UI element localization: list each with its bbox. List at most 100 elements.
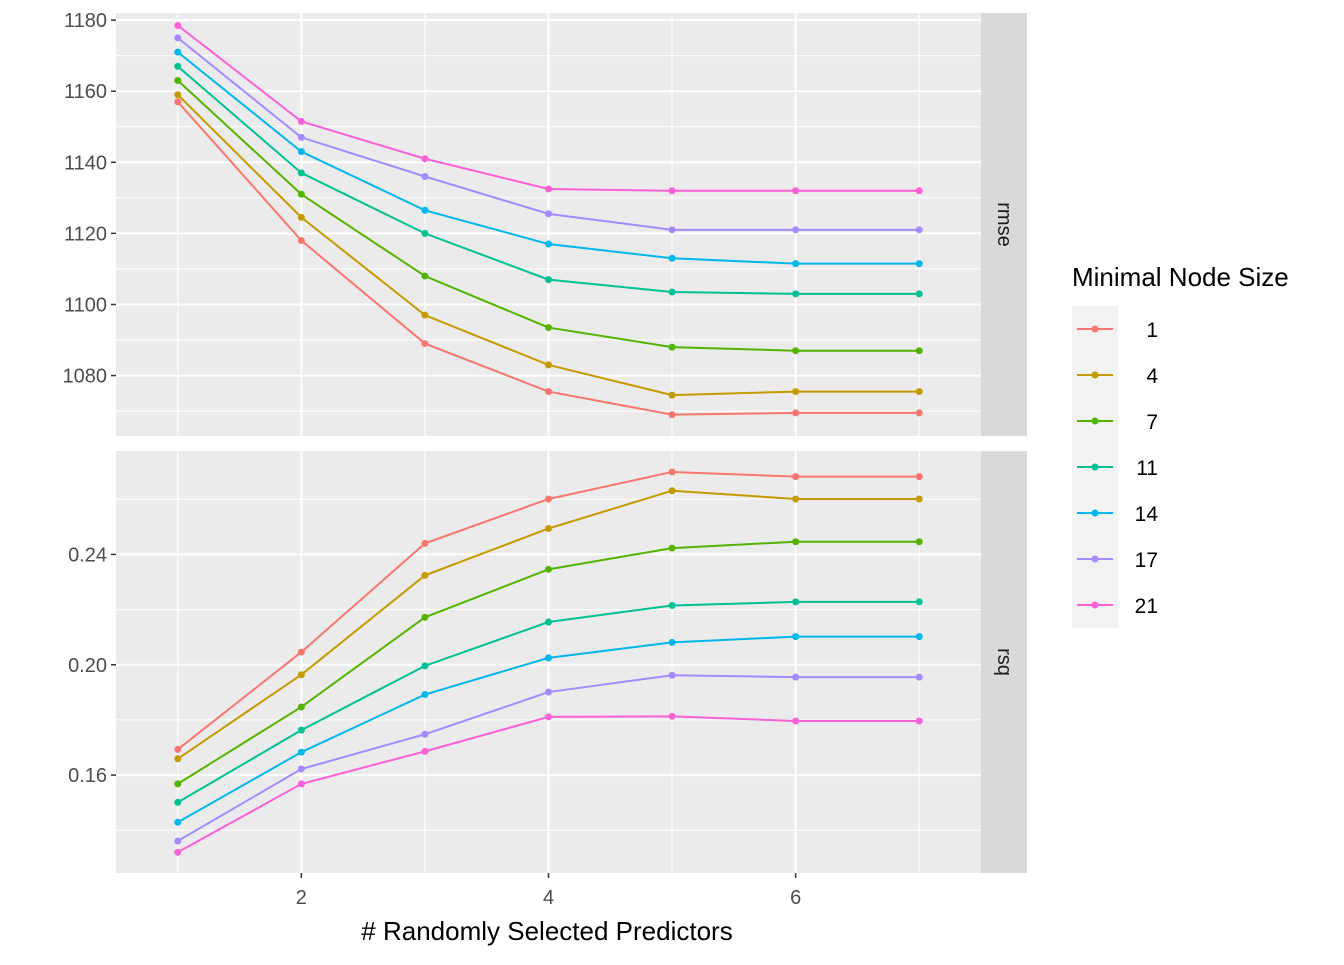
data-point-rmse-7: [297, 190, 305, 198]
data-point-rmse-14: [545, 240, 552, 248]
data-point-rmse-17: [421, 173, 429, 181]
data-point-rmse-14: [792, 260, 800, 268]
y-tick-label: 1120: [64, 223, 107, 245]
data-point-rmse-1: [421, 340, 429, 348]
legend-label-21: 21: [1135, 595, 1158, 618]
y-tick-label: 0.24: [68, 544, 107, 566]
y-tick-label: 0.16: [68, 765, 107, 787]
data-point-rsq-21: [297, 780, 305, 788]
legend-label-11: 11: [1136, 457, 1158, 480]
legend-title: Minimal Node Size: [1072, 262, 1289, 292]
data-point-rsq-7: [915, 538, 923, 546]
data-point-rsq-17: [792, 673, 800, 681]
data-point-rsq-14: [915, 633, 923, 641]
panel-rmse: 1080 1100 1120 1140 1160 1180 rmse: [63, 10, 1027, 436]
data-point-rmse-21: [421, 155, 429, 163]
data-point-rsq-11: [915, 598, 923, 606]
data-point-rsq-14: [421, 691, 429, 699]
data-point-rmse-7: [174, 77, 182, 85]
data-point-rmse-17: [668, 226, 676, 234]
data-point-rsq-1: [297, 648, 305, 656]
data-point-rsq-4: [297, 671, 305, 679]
data-point-rsq-17: [297, 765, 305, 773]
data-point-rsq-1: [421, 539, 429, 547]
y-tick-label: 1100: [64, 294, 107, 316]
y-tick-label: 0.20: [68, 655, 107, 677]
legend-label-4: 4: [1146, 365, 1158, 388]
data-point-rsq-11: [174, 798, 182, 806]
data-point-rmse-4: [915, 388, 923, 396]
strip-label-rsq: rsq: [993, 648, 1015, 676]
data-point-rmse-1: [792, 409, 800, 417]
data-point-rmse-11: [174, 62, 182, 70]
data-point-rsq-21: [421, 747, 429, 755]
data-point-rsq-1: [915, 473, 923, 481]
data-point-rsq-14: [545, 654, 552, 662]
data-point-rsq-7: [792, 538, 800, 546]
data-point-rmse-1: [174, 98, 182, 106]
legend-key-point: [1091, 417, 1099, 425]
data-point-rmse-14: [174, 48, 182, 56]
data-point-rsq-4: [421, 571, 429, 579]
data-point-rsq-4: [174, 755, 182, 763]
x-axis: 2 4 6: [296, 873, 801, 909]
data-point-rsq-17: [915, 673, 923, 681]
x-axis-title: # Randomly Selected Predictors: [361, 916, 732, 946]
y-tick-label: 1080: [63, 366, 108, 388]
data-point-rsq-17: [421, 730, 429, 738]
legend-key-point: [1091, 325, 1099, 333]
data-point-rmse-21: [792, 187, 800, 195]
data-point-rmse-14: [297, 148, 305, 156]
data-point-rsq-7: [421, 613, 429, 621]
panels-layer: 1080 1100 1120 1140 1160 1180 rmse 0.16 0.20 0.24…: [63, 10, 1027, 873]
data-point-rmse-4: [668, 391, 676, 399]
data-point-rsq-17: [668, 671, 676, 679]
data-point-rmse-11: [297, 169, 305, 177]
data-point-rsq-4: [792, 495, 800, 503]
data-point-rmse-4: [174, 91, 182, 99]
data-point-rmse-4: [545, 361, 552, 369]
data-point-rmse-7: [915, 347, 923, 355]
data-point-rmse-1: [297, 236, 305, 244]
data-point-rsq-1: [668, 468, 676, 476]
data-point-rmse-21: [174, 21, 182, 29]
strip-label-rmse: rmse: [993, 202, 1015, 246]
legend-key-point: [1091, 601, 1099, 609]
legend-key-point: [1091, 509, 1099, 517]
panel-rsq: 0.16 0.20 0.24 rsq: [68, 451, 1027, 873]
data-point-rmse-17: [792, 226, 800, 234]
strip-background: [981, 451, 1027, 873]
data-point-rsq-7: [545, 565, 552, 573]
data-point-rmse-4: [297, 213, 305, 221]
data-point-rsq-21: [668, 712, 676, 720]
data-point-rmse-1: [545, 388, 552, 396]
data-point-rsq-14: [297, 748, 305, 756]
data-point-rmse-17: [915, 226, 923, 234]
legend-key-point: [1091, 371, 1099, 379]
data-point-rmse-11: [421, 229, 429, 237]
legend-key-point: [1091, 555, 1099, 563]
data-point-rmse-7: [668, 343, 676, 351]
data-point-rmse-7: [545, 324, 552, 332]
data-point-rmse-21: [297, 117, 305, 125]
strip-background: [981, 13, 1027, 436]
data-point-rsq-14: [668, 638, 676, 646]
data-point-rmse-4: [792, 388, 800, 396]
data-point-rsq-1: [545, 495, 552, 503]
data-point-rsq-11: [668, 601, 676, 609]
legend-label-14: 14: [1135, 503, 1159, 526]
data-point-rsq-7: [297, 703, 305, 711]
data-point-rmse-21: [545, 185, 552, 193]
data-point-rsq-21: [174, 848, 182, 856]
legend-label-7: 7: [1146, 411, 1158, 434]
data-point-rmse-11: [915, 290, 923, 298]
data-point-rmse-11: [668, 288, 676, 296]
data-point-rsq-14: [174, 818, 182, 826]
data-point-rmse-21: [915, 187, 923, 195]
data-point-rmse-17: [297, 133, 305, 141]
data-point-rsq-11: [792, 598, 800, 606]
data-point-rsq-4: [915, 495, 923, 503]
data-point-rsq-7: [174, 780, 182, 788]
